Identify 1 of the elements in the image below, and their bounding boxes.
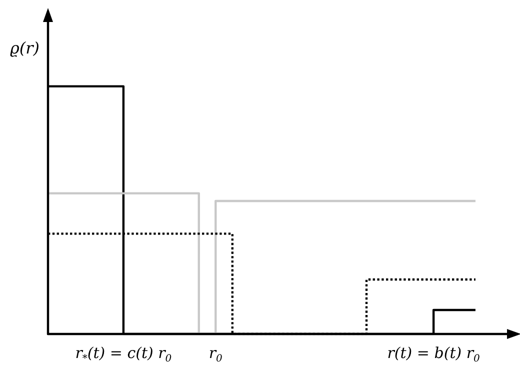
y-axis-title: ϱ(r) xyxy=(10,38,40,58)
